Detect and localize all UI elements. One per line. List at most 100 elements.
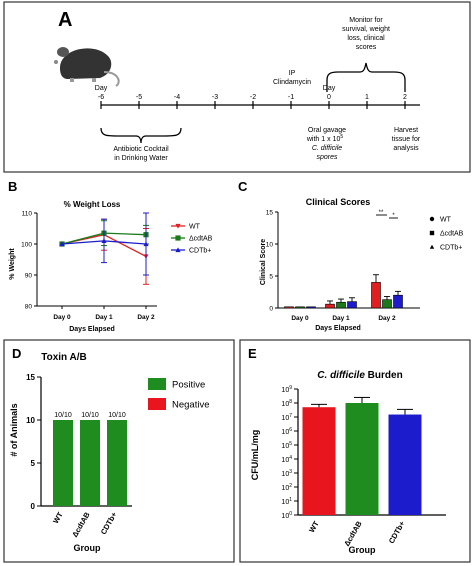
chart-b-legend-label: ΔcdtAB [189, 236, 213, 243]
chart-b-plot: 80 90 100 110 Day 0 Day 1 Day 2 WT ΔcdtAB CDTb+ [21, 211, 213, 322]
monitor-label-4: scores [356, 44, 377, 51]
timeline-tick-labels: Day -6 -5 -4 -3 -2 -1 Day 0 1 2 [95, 85, 407, 101]
chart-e-y-tick-label: 103 [281, 469, 292, 478]
chart-b-title: % Weight Loss [64, 200, 121, 209]
timeline-day-number: 1 [365, 94, 369, 101]
chart-b-legend-label: WT [189, 224, 201, 231]
panel-b-letter: B [8, 179, 17, 194]
chart-c-bar [325, 303, 335, 309]
timeline-day-number: -5 [136, 94, 142, 101]
chart-b-legend-marker [175, 247, 181, 253]
timeline-ticks [100, 101, 406, 109]
chart-e-ylabel: CFU/mL/mg [250, 430, 260, 481]
timeline-day-number: -6 [98, 94, 104, 101]
chart-c-legend-label: CDTb+ [440, 245, 462, 252]
chart-c-bar [393, 294, 403, 309]
chart-e-y-tick-label: 101 [281, 497, 292, 506]
chart-c-bar [284, 306, 294, 309]
monitor-label-1: Monitor for [349, 17, 383, 24]
chart-d-legend-swatch [148, 398, 166, 410]
panel-e-letter: E [248, 346, 257, 361]
chart-c-legend-label: ΔcdtAB [440, 231, 464, 238]
chart-d-plot: 05101510/10WT10/10ΔcdtAB10/10CDTb+Positi… [26, 373, 209, 539]
chart-c-y-tick-label: 0 [269, 306, 273, 313]
chart-e-bar [302, 407, 336, 515]
chart-e-y-tick-label: 108 [281, 399, 292, 408]
gavage-label-3: C. difficile [312, 145, 342, 152]
chart-e-y-tick-label: 106 [281, 427, 292, 436]
chart-b-x-tick-label: Day 1 [95, 314, 113, 321]
chart-e-y-tick-label: 104 [281, 455, 292, 464]
harvest-label-2: tissue for [392, 136, 421, 143]
chart-c-x-tick-label: Day 0 [291, 315, 309, 322]
chart-e-title: C. difficile Burden [317, 370, 402, 381]
chart-b-x-tick-label: Day 2 [137, 314, 155, 321]
panel-c-letter: C [238, 179, 248, 194]
chart-c-legend-marker [429, 244, 435, 249]
chart-c-xlabel: Days Elapsed [315, 325, 361, 332]
chart-d-bar [53, 420, 73, 506]
chart-d-y-tick-label: 5 [31, 459, 36, 468]
chart-c-bar [295, 306, 305, 309]
chart-b-ylabel: % Weight [9, 248, 16, 280]
chart-e-bar [345, 403, 379, 515]
panel-d-letter: D [12, 346, 21, 361]
timeline-day-number: -3 [212, 94, 218, 101]
chart-d-bar-label: 10/10 [54, 412, 72, 419]
panel-c: C Clinical Scores Clinical Score Days El… [238, 179, 464, 332]
chart-c-x-tick-label: Day 1 [332, 315, 350, 322]
chart-c-title: Clinical Scores [306, 197, 371, 207]
chart-e-y-tick-label: 100 [281, 511, 292, 520]
chart-e-y-tick-label: 107 [281, 413, 292, 422]
antibiotic-label-2: in Drinking Water [114, 155, 168, 162]
timeline-day-number: -2 [250, 94, 256, 101]
chart-d-legend-label: Negative [172, 400, 210, 411]
timeline-day-number: -1 [288, 94, 294, 101]
chart-d-bar-label: 10/10 [81, 412, 99, 419]
clindamycin-label-2: Clindamycin [273, 79, 311, 86]
monitor-label-3: loss, clinical [347, 35, 385, 42]
mouse-icon [54, 47, 120, 87]
panel-d: D Toxin A/B # of Animals Group 0 5 10 15 10/… [3, 339, 235, 563]
clindamycin-label-1: IP [289, 70, 296, 77]
panel-a-letter: A [58, 9, 72, 31]
chart-b-x-tick-label: Day 0 [53, 314, 71, 321]
chart-b-point [59, 241, 65, 247]
chart-c-y-tick-label: 15 [266, 210, 274, 217]
chart-e-xlabel: Group [349, 545, 376, 555]
chart-c-x-tick-label: Day 2 [378, 315, 396, 322]
chart-b-point [101, 238, 107, 243]
chart-c-legend-marker [429, 216, 435, 222]
harvest-label-1: Harvest [394, 127, 418, 134]
chart-c-y-tick-label: 5 [269, 274, 273, 281]
chart-b-y-tick-label: 110 [22, 211, 33, 218]
timeline-day-number: 0 [327, 94, 331, 101]
chart-d-y-tick-label: 15 [26, 373, 35, 382]
chart-c-y-tick-label: 10 [266, 242, 274, 249]
chart-d-title: Toxin A/B [41, 352, 87, 363]
panel-e: E C. difficile Burden CFU/mL/mg Group 10… [239, 339, 471, 563]
chart-c-sig-label: ** [379, 210, 384, 216]
monitor-label-2: survival, weight [342, 26, 390, 33]
chart-d-y-tick-label: 10 [26, 416, 35, 425]
timeline-day-word: Day [95, 85, 108, 92]
chart-d-legend-swatch [148, 378, 166, 390]
timeline-day-number: -4 [174, 94, 180, 101]
chart-b-legend-marker [175, 223, 181, 229]
chart-d-bar [80, 420, 100, 506]
chart-b-xlabel: Days Elapsed [69, 326, 115, 333]
chart-c-bar [336, 301, 346, 309]
chart-e-y-tick-label: 109 [281, 385, 292, 394]
chart-c-legend-label: WT [440, 217, 452, 224]
monitor-brace [326, 62, 406, 92]
chart-e-bar [388, 414, 422, 515]
chart-d-legend-label: Positive [172, 380, 205, 391]
chart-c-legend-marker [429, 230, 435, 236]
chart-d-bar-label: 10/10 [108, 412, 126, 419]
gavage-label-4: spores [316, 154, 338, 161]
chart-b-y-tick-label: 80 [25, 304, 33, 311]
chart-c-bar [371, 282, 381, 309]
